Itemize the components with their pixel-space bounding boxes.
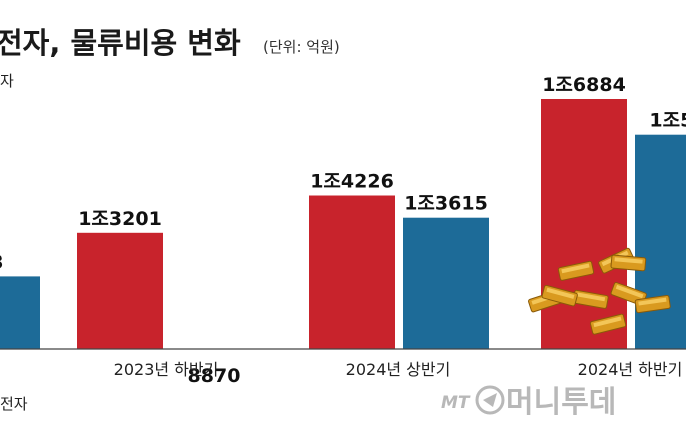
bar-series-0-cat-3 — [541, 99, 627, 349]
legend-label-top: 자 — [0, 72, 14, 90]
value-label-series-0-cat-1: 1조3201 — [78, 208, 162, 230]
value-label-series-1-cat-2: 1조3615 — [404, 193, 488, 215]
value-label-series-1-cat-1: 8870 — [188, 365, 241, 387]
category-label-1: 2023년 하반기 — [114, 360, 219, 379]
value-labels-group: 1조3201 1조4226 1조6884 3 8870 1조3615 1조59 — [0, 74, 686, 387]
value-label-series-1-cat-3: 1조59 — [649, 110, 686, 132]
watermark-logo-icon — [475, 385, 505, 415]
bar-series-0-cat-2 — [309, 195, 395, 349]
chart-unit: (단위: 억원) — [263, 38, 340, 56]
watermark-mt: MT — [441, 393, 471, 413]
category-label-2: 2024년 상반기 — [346, 360, 451, 379]
bars-group — [0, 99, 686, 349]
chart-title: 전자, 물류비용 변화 — [0, 26, 241, 60]
category-label-3: 2024년 하반기 — [578, 360, 683, 379]
gold-bars-illustration — [528, 247, 671, 335]
watermark-text: 머니투데 — [506, 385, 616, 420]
bar-series-1-cat-3 — [635, 134, 686, 349]
value-label-series-1-cat-0: 3 — [0, 251, 4, 273]
category-labels-group: 2023년 하반기 2024년 상반기 2024년 하반기 — [114, 360, 683, 379]
legend-label-bottom: 전자 — [0, 395, 28, 413]
watermark: MT 머니투데 — [441, 385, 616, 420]
value-label-series-0-cat-2: 1조4226 — [310, 171, 394, 193]
bar-series-0-cat-1 — [77, 232, 163, 349]
bar-series-1-cat-0 — [0, 276, 40, 349]
bar-series-1-cat-2 — [403, 217, 489, 349]
value-label-series-0-cat-3: 1조6884 — [542, 74, 626, 96]
